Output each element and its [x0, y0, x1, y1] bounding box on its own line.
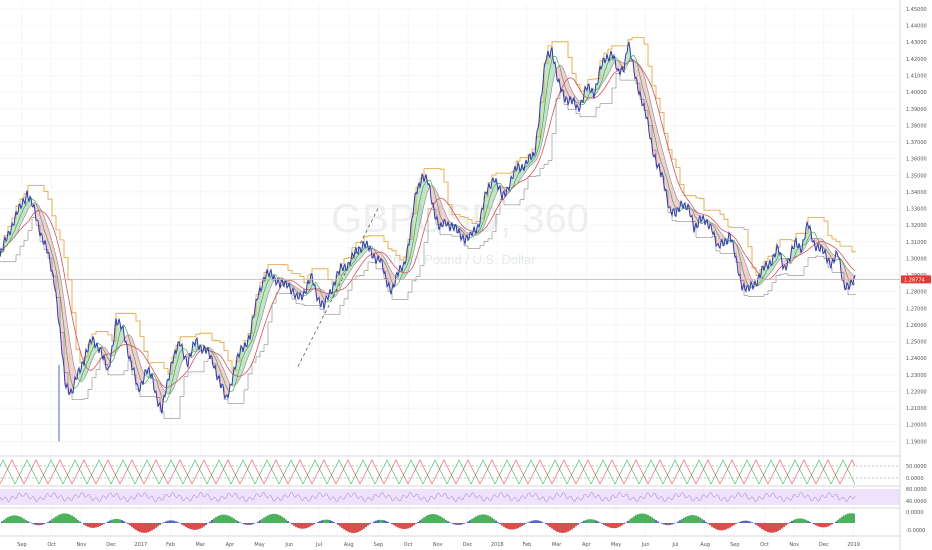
time-axis: Sep Oct Nov Dec 2017 Feb Mar Apr May Jun Jul Aug Sep…: [17, 542, 860, 548]
y-tick-label: 1.25000: [906, 340, 927, 346]
x-tick-label: May: [254, 542, 264, 548]
x-tick-label: Nov: [789, 542, 799, 548]
osc-green-line: [0, 459, 856, 485]
current-price-label: 1.28774: [904, 277, 925, 283]
y-tick-label: 1.43000: [906, 40, 927, 46]
x-tick-label: Dec: [106, 542, 116, 548]
current-price-label-bg: [901, 275, 931, 284]
x-tick-label: 2017: [134, 542, 147, 548]
osc-tick-label: 50.0000: [906, 464, 927, 470]
y-tick-label: 1.27000: [906, 306, 927, 312]
y-tick-label: 1.19000: [906, 439, 927, 445]
x-tick-label: Oct: [404, 542, 413, 548]
y-tick-label: 1.38000: [906, 123, 927, 129]
x-tick-label: Jun: [641, 542, 650, 548]
x-tick-label: Mar: [552, 542, 562, 548]
ma-mid-line: [0, 60, 856, 395]
ma-slow-line: [0, 59, 856, 389]
y-tick-label: 1.34000: [906, 190, 927, 196]
x-tick-label: 2019: [847, 542, 860, 548]
x-tick-label: Feb: [522, 542, 531, 548]
x-tick-label: Sep: [730, 542, 739, 548]
x-tick-label: Nov: [433, 542, 443, 548]
y-tick-label: 1.33000: [906, 207, 927, 213]
y-tick-label: 1.32000: [906, 223, 927, 229]
rsi-band: [0, 489, 900, 505]
y-tick-label: 1.26000: [906, 323, 927, 329]
main-pane: [0, 37, 900, 442]
rsi-pane: 60.0000 40.0000: [0, 487, 927, 505]
y-tick-label: 1.20000: [906, 423, 927, 429]
histogram-pane: 0.0000 -0.0000: [1, 510, 925, 534]
x-tick-label: Nov: [77, 542, 87, 548]
x-tick-label: 2018: [491, 542, 504, 548]
x-tick-label: Mar: [195, 542, 205, 548]
x-tick-label: Apr: [582, 542, 592, 548]
y-tick-label: 1.30000: [906, 256, 927, 262]
rsi-tick-label: 40.0000: [906, 499, 927, 505]
y-tick-label: 1.45000: [906, 7, 927, 13]
y-tick-label: 1.40000: [906, 90, 927, 96]
rsi-tick-label: 60.0000: [906, 487, 927, 493]
y-tick-label: 1.39000: [906, 107, 927, 113]
y-tick-label: 1.31000: [906, 240, 927, 246]
stochastic-pane: 50.0000 0.0000: [0, 459, 927, 485]
y-tick-label: 1.44000: [906, 24, 927, 30]
x-tick-label: Sep: [374, 542, 383, 548]
x-tick-label: Aug: [344, 542, 354, 548]
x-tick-label: Dec: [819, 542, 829, 548]
rsi-line: [0, 491, 856, 503]
x-tick-label: Oct: [760, 542, 769, 548]
y-tick-label: 1.37000: [906, 140, 927, 146]
grid-lines: [0, 4, 900, 536]
x-tick-label: Sep: [17, 542, 26, 548]
x-tick-label: Feb: [166, 542, 175, 548]
channel-upper: [0, 37, 856, 375]
y-tick-label: 1.35000: [906, 173, 927, 179]
watermark-description: British Pound / U.S. Dollar: [384, 252, 536, 267]
x-tick-label: Aug: [700, 542, 710, 548]
x-tick-label: Dec: [463, 542, 473, 548]
hist-tick-label: 0.0000: [906, 510, 924, 516]
x-tick-label: Oct: [47, 542, 56, 548]
y-tick-label: 1.42000: [906, 57, 927, 63]
x-tick-label: Jun: [284, 542, 293, 548]
y-tick-label: 1.24000: [906, 356, 927, 362]
y-tick-label: 1.21000: [906, 406, 927, 412]
hist-tick-label: -0.0000: [906, 528, 925, 534]
y-tick-label: 1.41000: [906, 74, 927, 80]
y-tick-label: 1.22000: [906, 389, 927, 395]
x-tick-label: Apr: [226, 542, 236, 548]
x-tick-label: May: [611, 542, 621, 548]
y-tick-label: 1.28000: [906, 290, 927, 296]
price-line: [0, 40, 856, 414]
x-tick-label: Jul: [315, 542, 322, 548]
x-tick-label: Jul: [671, 542, 678, 548]
y-tick-label: 1.23000: [906, 373, 927, 379]
y-tick-label: 1.36000: [906, 157, 927, 163]
osc-tick-label: 0.0000: [906, 476, 924, 482]
